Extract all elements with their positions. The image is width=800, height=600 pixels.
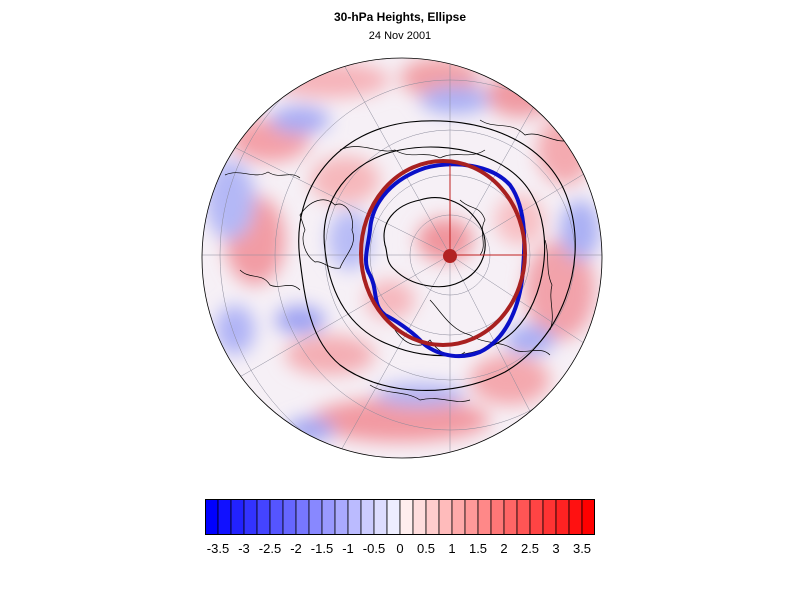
map-date: 24 Nov 2001 — [368, 30, 432, 42]
colorbar-cell — [308, 499, 323, 535]
vortex-edge-contour — [363, 162, 527, 358]
colorbar-cell — [373, 499, 388, 535]
colorbar-cell — [568, 499, 583, 535]
ellipse-center-marker — [443, 249, 457, 263]
colorbar-cell — [205, 499, 219, 535]
colorbar-cell — [269, 499, 284, 535]
colorbar-tick-label: 3 — [552, 541, 560, 556]
colorbar-tick-label: -1.5 — [310, 541, 334, 556]
colorbar-tick-label: 2 — [500, 541, 508, 556]
fitted-ellipse — [359, 159, 527, 347]
map-disk — [202, 58, 602, 458]
colorbar-tick-label: 1 — [448, 541, 456, 556]
colorbar-cell — [217, 499, 232, 535]
colorbar-cell — [490, 499, 505, 535]
map-title: 30-hPa Heights, Ellipse — [333, 10, 467, 24]
colorbar-cell — [360, 499, 375, 535]
colorbar-cell — [451, 499, 466, 535]
colorbar-tick-label: 1.5 — [468, 541, 488, 556]
colorbar-tick-label: -2 — [290, 541, 302, 556]
colorbar-tick-label: -3 — [238, 541, 250, 556]
colorbar-tick-label: -3.5 — [206, 541, 230, 556]
colorbar-cell — [464, 499, 479, 535]
colorbar-cell — [529, 499, 544, 535]
colorbar — [205, 499, 595, 535]
colorbar-cell — [321, 499, 336, 535]
colorbar-frame — [205, 499, 595, 535]
colorbar-cell — [399, 499, 414, 535]
colorbar-cell — [516, 499, 531, 535]
colorbar-cell — [282, 499, 297, 535]
colorbar-cell — [438, 499, 453, 535]
colorbar-cell — [425, 499, 440, 535]
colorbar-cell — [334, 499, 349, 535]
colorbar-cell — [347, 499, 362, 535]
colorbar-tick-label: 0 — [396, 541, 404, 556]
colorbar-tick-label: -0.5 — [362, 541, 386, 556]
colorbar-labels: -3.5 -3 -2.5 -2 -1.5 -1 -0.5 0 0.5 1 1.5 2 2.5 3 3.5 — [0, 541, 800, 561]
colorbar-cell — [477, 499, 492, 535]
colorbar-cell — [555, 499, 570, 535]
colorbar-tick-label: 3.5 — [572, 541, 592, 556]
colorbar-cell — [386, 499, 401, 535]
colorbar-cell — [256, 499, 271, 535]
colorbar-cell — [542, 499, 557, 535]
map-border — [201, 57, 603, 459]
colorbar-cell — [412, 499, 427, 535]
colorbar-cell — [503, 499, 518, 535]
colorbar-cell — [295, 499, 310, 535]
colorbar-tick-label: -2.5 — [258, 541, 282, 556]
colorbar-cell — [243, 499, 258, 535]
colorbar-tick-label: -1 — [342, 541, 354, 556]
colorbar-tick-label: 2.5 — [520, 541, 540, 556]
colorbar-tick-label: 0.5 — [416, 541, 436, 556]
colorbar-cell — [581, 499, 595, 535]
colorbar-cell — [230, 499, 245, 535]
